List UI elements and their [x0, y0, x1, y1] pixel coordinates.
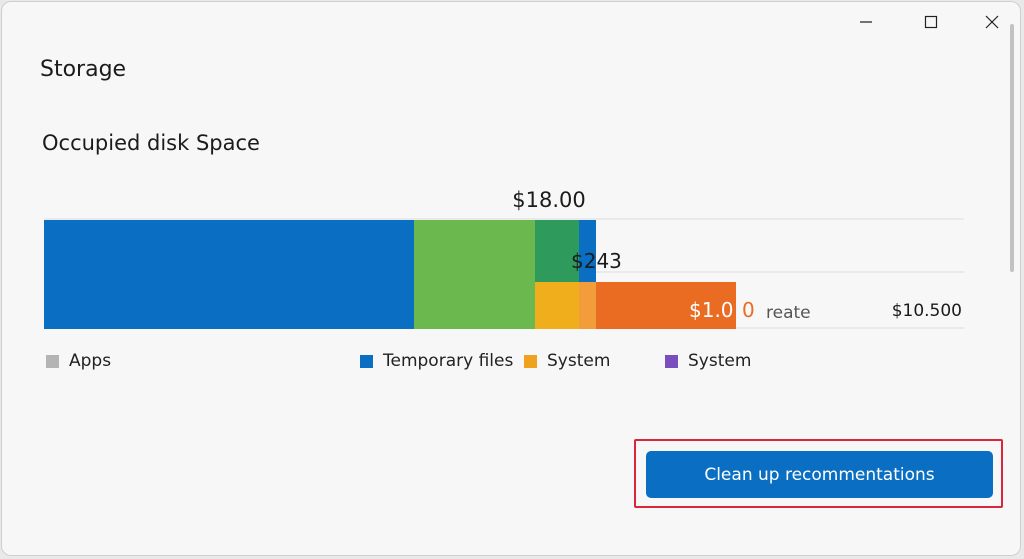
minimize-icon — [860, 21, 872, 23]
chart-label-right: $10.500 — [892, 301, 962, 321]
vertical-scrollbar[interactable] — [1010, 24, 1014, 272]
highlight-frame — [634, 439, 1003, 508]
clean-up-recommendations-button[interactable]: Clean up recommentations — [646, 451, 993, 498]
legend-item-temporary-files: Temporary files — [360, 350, 513, 372]
chart-bars — [44, 220, 736, 329]
chart-bar-segment — [535, 220, 579, 282]
chart-bar-segment — [579, 220, 596, 282]
legend-swatch — [360, 354, 373, 368]
disk-usage-chart: $18.00 $243 $1.0 0 reate $10.500 — [44, 188, 964, 329]
legend-item-system: System — [524, 350, 610, 372]
close-button[interactable] — [970, 6, 1014, 38]
legend-label: System — [688, 351, 752, 371]
chart-label-inner: $1.0 — [689, 298, 734, 322]
chart-bar-segment — [414, 220, 535, 329]
chart-label-mid-value: $243 — [571, 249, 622, 273]
chart-label-top: $18.00 — [512, 188, 585, 212]
maximize-icon — [924, 15, 938, 29]
section-title: Occupied disk Space — [42, 131, 260, 155]
chart-label-trail: reate — [766, 303, 811, 323]
window-title: Storage — [40, 57, 127, 82]
chart-bar-segment — [596, 282, 736, 329]
chart-bar-segment — [535, 282, 579, 329]
legend-swatch — [524, 354, 537, 368]
maximize-button[interactable] — [909, 6, 953, 38]
legend-item-apps: Apps — [46, 350, 111, 372]
chart-bar-segment — [44, 220, 414, 329]
chart-label-mid: $243 — [571, 249, 622, 273]
chart-label-inner-suffix: 0 — [742, 298, 755, 322]
legend-label: Temporary files — [383, 351, 514, 371]
close-icon — [985, 15, 999, 29]
minimize-button[interactable] — [844, 6, 888, 38]
legend-swatch — [46, 354, 59, 368]
legend-label: Apps — [69, 351, 112, 371]
legend-item-system-2: System — [665, 350, 751, 372]
chart-bar-segment — [579, 282, 596, 329]
legend-label: System — [547, 351, 611, 371]
legend-swatch — [665, 354, 678, 368]
